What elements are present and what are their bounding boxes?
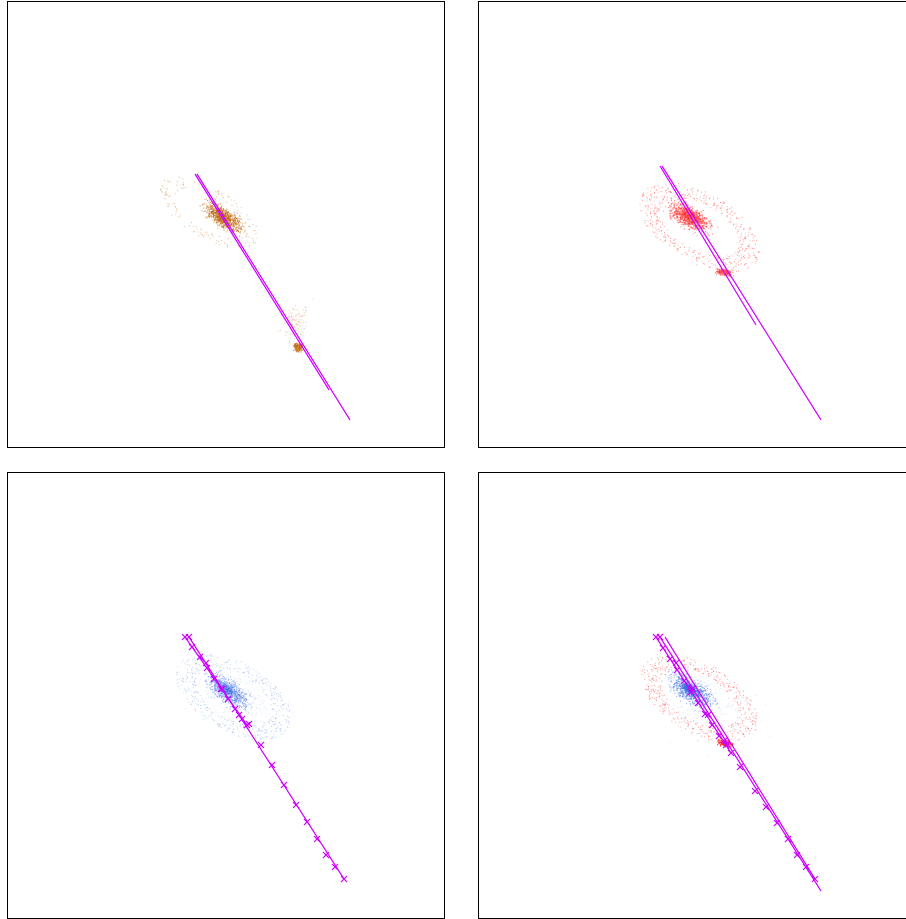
trajectory-marker <box>196 653 204 661</box>
trajectory-marker <box>811 875 819 883</box>
trajectory-marker <box>185 633 193 641</box>
trajectory-marker <box>188 643 196 651</box>
trajectory-line <box>661 165 822 421</box>
trajectory-markers <box>181 633 348 883</box>
trajectory-line <box>194 173 330 391</box>
particle-cloud <box>639 183 760 278</box>
trajectory-marker <box>322 851 330 859</box>
trajectory-marker <box>736 763 744 771</box>
trajectory-marker <box>722 741 730 749</box>
panel-overlay <box>478 472 906 919</box>
trajectory-line <box>196 173 351 421</box>
trajectory-marker <box>292 801 300 809</box>
trajectory-marker <box>235 711 243 719</box>
particle-plot <box>641 633 822 892</box>
particle-plot <box>639 165 822 421</box>
trajectory-line <box>659 636 822 892</box>
panel-stars-and-gas <box>7 1 445 448</box>
trajectory-marker <box>784 835 792 843</box>
trajectory-marker <box>773 819 781 827</box>
panel-stars <box>7 472 445 919</box>
particle-plot <box>160 173 351 421</box>
trajectory-marker <box>708 721 716 729</box>
particle-cloud <box>641 655 770 758</box>
trajectory-marker <box>720 737 728 745</box>
trajectory-line <box>188 636 345 880</box>
particle-plot <box>176 633 348 883</box>
trajectory-marker <box>680 677 688 685</box>
trajectory-marker <box>802 863 810 871</box>
trajectory-marker <box>673 666 681 674</box>
trajectory-marker <box>238 715 246 723</box>
trajectory-marker <box>218 685 226 693</box>
panel-gas <box>478 1 906 448</box>
trajectory-marker <box>280 781 288 789</box>
trajectory-marker <box>656 633 664 641</box>
trajectory-marker <box>217 685 225 693</box>
trajectory-marker <box>727 749 735 757</box>
trajectory-markers <box>652 633 819 883</box>
trajectory-marker <box>688 685 696 693</box>
trajectory-marker <box>224 695 232 703</box>
trajectory-marker <box>704 711 712 719</box>
trajectory-line <box>664 636 816 880</box>
trajectory-marker <box>672 659 680 667</box>
trajectory-marker <box>666 655 674 663</box>
trajectory-marker <box>202 659 210 667</box>
trajectory-marker <box>331 863 339 871</box>
trajectory-marker <box>762 803 770 811</box>
trajectory-marker <box>303 818 311 826</box>
trajectory-line <box>659 165 757 326</box>
particle-cloud <box>160 176 314 353</box>
trajectory-marker <box>231 705 239 713</box>
trajectory-marker <box>268 761 276 769</box>
trajectory-marker <box>313 835 321 843</box>
trajectory-marker <box>245 720 253 728</box>
trajectory-marker <box>340 875 348 883</box>
trajectory-marker <box>257 741 265 749</box>
particle-cloud <box>176 649 294 743</box>
trajectory-marker <box>243 721 251 729</box>
trajectory-marker <box>793 851 801 859</box>
trajectory-marker <box>659 644 667 652</box>
trajectory-marker <box>210 675 218 683</box>
trajectory-marker <box>694 699 702 707</box>
trajectory-marker <box>751 787 759 795</box>
